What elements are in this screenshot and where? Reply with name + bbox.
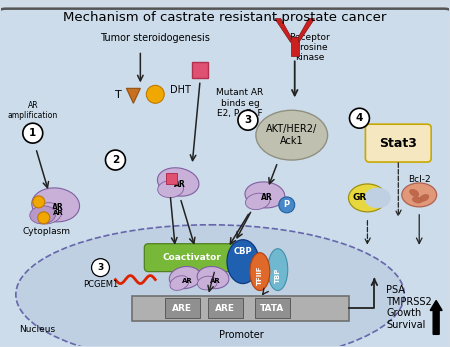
Text: ARE: ARE — [215, 304, 235, 313]
Ellipse shape — [419, 194, 429, 201]
Text: Mechanism of castrate resistant prostate cancer: Mechanism of castrate resistant prostate… — [63, 11, 387, 24]
Ellipse shape — [30, 206, 56, 224]
Text: Receptor
tyrosine
kinase: Receptor tyrosine kinase — [289, 33, 330, 62]
Polygon shape — [126, 88, 140, 103]
Ellipse shape — [245, 193, 270, 210]
Ellipse shape — [158, 168, 199, 196]
Text: Growth: Growth — [387, 308, 422, 319]
FancyBboxPatch shape — [208, 298, 243, 319]
FancyBboxPatch shape — [192, 62, 208, 78]
Text: P: P — [284, 200, 290, 209]
Text: TFIIF: TFIIF — [257, 266, 263, 285]
Ellipse shape — [197, 266, 229, 289]
FancyBboxPatch shape — [132, 296, 350, 321]
FancyBboxPatch shape — [165, 298, 200, 319]
Text: ARE: ARE — [172, 304, 192, 313]
Text: 2: 2 — [112, 155, 119, 165]
Ellipse shape — [169, 266, 201, 289]
Ellipse shape — [412, 197, 422, 203]
Ellipse shape — [402, 183, 436, 207]
Text: AR: AR — [53, 210, 64, 216]
Text: PCGEM1: PCGEM1 — [83, 280, 118, 289]
Text: 3: 3 — [97, 263, 104, 272]
Text: AR: AR — [182, 278, 193, 283]
Ellipse shape — [410, 189, 419, 196]
Polygon shape — [291, 36, 299, 57]
Text: GR: GR — [352, 193, 367, 202]
Text: Bcl-2: Bcl-2 — [408, 176, 431, 185]
Text: T: T — [115, 90, 122, 100]
FancyArrow shape — [430, 301, 442, 335]
Polygon shape — [275, 19, 291, 43]
Ellipse shape — [250, 253, 270, 290]
Ellipse shape — [348, 184, 387, 212]
Circle shape — [105, 150, 126, 170]
Polygon shape — [299, 19, 315, 43]
Text: Mutant AR
binds eg
E2, P, G, F: Mutant AR binds eg E2, P, G, F — [216, 88, 264, 118]
Text: AR
amplification: AR amplification — [8, 101, 58, 120]
Text: Survival: Survival — [387, 320, 426, 330]
Text: 4: 4 — [356, 113, 363, 123]
Circle shape — [38, 212, 50, 224]
Text: TBP: TBP — [275, 268, 281, 283]
Text: Promoter: Promoter — [219, 330, 263, 340]
Text: 3: 3 — [244, 115, 252, 125]
Ellipse shape — [158, 180, 184, 198]
Text: Cytoplasm: Cytoplasm — [23, 227, 71, 236]
Text: TATA: TATA — [260, 304, 284, 313]
FancyBboxPatch shape — [365, 124, 431, 162]
FancyBboxPatch shape — [255, 298, 290, 319]
Text: AR: AR — [210, 278, 220, 283]
Ellipse shape — [364, 188, 390, 208]
Text: Tumor steroidogenesis: Tumor steroidogenesis — [100, 33, 210, 43]
Ellipse shape — [170, 276, 189, 290]
Text: 1: 1 — [29, 128, 36, 138]
Ellipse shape — [198, 276, 217, 290]
Ellipse shape — [16, 225, 404, 347]
Text: AR: AR — [261, 193, 273, 202]
Text: Nucleus: Nucleus — [19, 325, 55, 334]
Ellipse shape — [256, 110, 328, 160]
Text: AKT/HER2/
Ack1: AKT/HER2/ Ack1 — [266, 124, 317, 146]
Ellipse shape — [245, 182, 285, 208]
Text: Coactivator: Coactivator — [163, 253, 221, 262]
Text: AR: AR — [52, 203, 63, 212]
Text: CBP: CBP — [234, 247, 252, 256]
Circle shape — [279, 197, 295, 213]
Text: AR: AR — [174, 180, 186, 189]
Text: Stat3: Stat3 — [379, 137, 417, 150]
Circle shape — [146, 85, 164, 103]
Ellipse shape — [32, 203, 62, 224]
Ellipse shape — [268, 249, 288, 290]
Ellipse shape — [32, 188, 80, 222]
Text: DHT: DHT — [170, 85, 191, 95]
FancyBboxPatch shape — [166, 173, 177, 184]
FancyBboxPatch shape — [144, 244, 240, 272]
FancyBboxPatch shape — [0, 9, 450, 347]
Circle shape — [350, 108, 369, 128]
Circle shape — [33, 196, 45, 208]
Circle shape — [238, 110, 258, 130]
Circle shape — [91, 259, 109, 277]
Text: TMPRSS2: TMPRSS2 — [387, 296, 432, 306]
Circle shape — [23, 123, 43, 143]
Text: PSA: PSA — [387, 285, 405, 295]
Ellipse shape — [227, 240, 259, 283]
